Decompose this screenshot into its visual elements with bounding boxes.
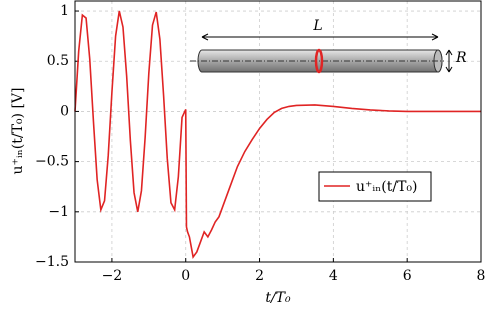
- y-tick-label: −0.5: [35, 154, 69, 170]
- y-tick-label: 0: [60, 103, 69, 119]
- length-label: L: [312, 18, 322, 34]
- y-tick-label: −1: [48, 204, 69, 220]
- x-tick-label: 2: [255, 268, 264, 284]
- data-line: [74, 10, 481, 259]
- y-axis-label: u⁺ᵢₙ(t/T₀) [V]: [10, 88, 26, 175]
- x-tick-label: −2: [102, 268, 123, 284]
- x-axis-label: t/T₀: [265, 290, 291, 306]
- plot-area: −2 0 2 4 6 8 −1.5 −1 −0.5 0 0.5 1: [35, 0, 486, 284]
- radius-label: R: [455, 50, 467, 66]
- x-tick-label: 8: [477, 268, 486, 284]
- y-tick-label: 0.5: [47, 53, 69, 69]
- x-tick-label: 0: [181, 268, 190, 284]
- plot-frame: [74, 0, 482, 263]
- x-tick-label: 6: [403, 268, 412, 284]
- arrow-heads: [201, 33, 439, 41]
- x-tick-label: 4: [329, 268, 338, 284]
- cross-section: [314, 48, 324, 74]
- y-tick-label: −1.5: [35, 254, 69, 270]
- legend-label: u⁺ᵢₙ(t/T₀): [356, 179, 418, 195]
- y-tick-label: 1: [60, 3, 69, 19]
- inset-diagram: L R: [190, 18, 467, 74]
- radius-arrow-heads: [445, 49, 453, 73]
- legend: u⁺ᵢₙ(t/T₀): [318, 171, 432, 202]
